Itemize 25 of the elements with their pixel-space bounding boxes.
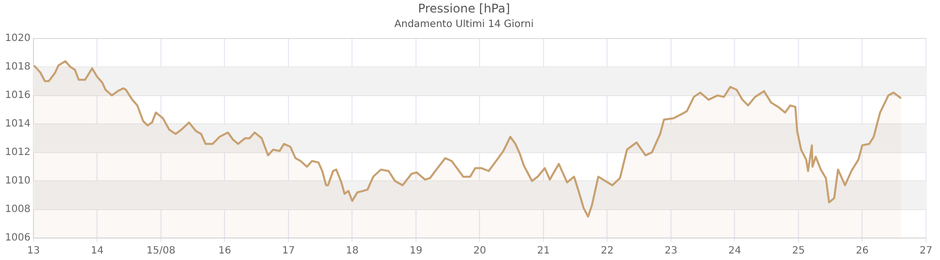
x-tick-label: 16 xyxy=(218,246,232,257)
x-tick-label: 14 xyxy=(90,246,104,257)
x-tick-label: 25 xyxy=(792,246,805,257)
y-tick-label: 1014 xyxy=(4,118,30,130)
chart-subtitle: Andamento Ultimi 14 Giorni xyxy=(394,18,534,30)
y-tick-label: 1018 xyxy=(4,62,30,73)
x-tick-label: 19 xyxy=(410,246,422,257)
x-tick-label: 23 xyxy=(664,246,678,257)
x-tick-label: 17 xyxy=(282,246,295,257)
x-tick-label: 26 xyxy=(856,246,869,257)
x-tick-label: 20 xyxy=(473,246,486,257)
y-tick-label: 1012 xyxy=(4,147,30,158)
chart-title: Pressione [hPa] xyxy=(418,1,510,16)
x-tick-label: 22 xyxy=(600,246,614,257)
x-tick-label: 27 xyxy=(920,246,932,257)
x-tick-label: 24 xyxy=(728,246,742,257)
y-tick-label: 1006 xyxy=(4,232,30,244)
y-tick-label: 1016 xyxy=(4,90,30,102)
x-tick-label: 15/08 xyxy=(146,246,176,257)
x-tick-label: 18 xyxy=(346,246,359,257)
x-tick-label: 21 xyxy=(537,246,550,257)
x-tick-label: 13 xyxy=(27,246,40,257)
y-tick-label: 1010 xyxy=(4,176,30,187)
y-tick-label: 1020 xyxy=(4,32,30,44)
y-tick-label: 1008 xyxy=(4,204,30,216)
